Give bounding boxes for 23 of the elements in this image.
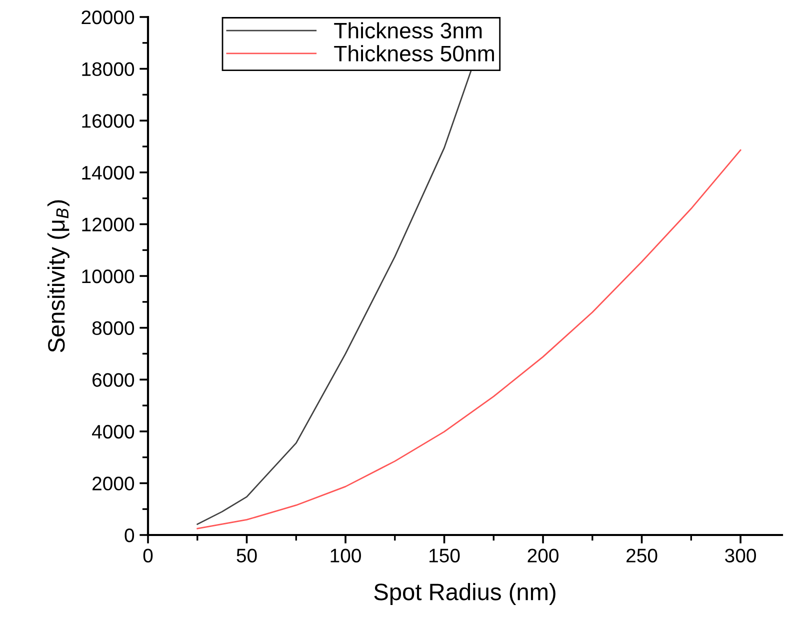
x-tick-label: 50: [236, 548, 257, 562]
y-tick-label: 12000: [82, 218, 134, 232]
y-tick-label: 2000: [92, 476, 134, 490]
y-tick-label: 20000: [82, 10, 134, 24]
legend-label: Thickness 50nm: [334, 45, 494, 62]
x-tick-label: 0: [143, 548, 153, 562]
y-tick-label: 0: [124, 528, 134, 542]
legend-label: Thickness 3nm: [334, 22, 482, 39]
x-axis-title: Spot Radius (nm): [374, 582, 556, 605]
x-tick-label: 150: [430, 548, 460, 562]
y-tick-label: 8000: [92, 321, 134, 336]
y-tick-label: 14000: [82, 166, 134, 180]
x-tick-label: 100: [330, 548, 361, 562]
y-axis-title: Sensitivity (μ$_{B}$): [47, 200, 70, 352]
x-tick-label: 200: [528, 548, 558, 562]
y-tick-label: 4000: [92, 424, 134, 439]
y-tick-label: 16000: [82, 114, 134, 128]
y-tick-label: 10000: [82, 269, 134, 284]
y-tick-label: 6000: [92, 373, 134, 387]
y-tick-label: 18000: [82, 62, 134, 76]
line-series: [196, 149, 742, 530]
x-tick-label: 300: [725, 548, 756, 562]
x-tick-label: 250: [626, 548, 658, 562]
